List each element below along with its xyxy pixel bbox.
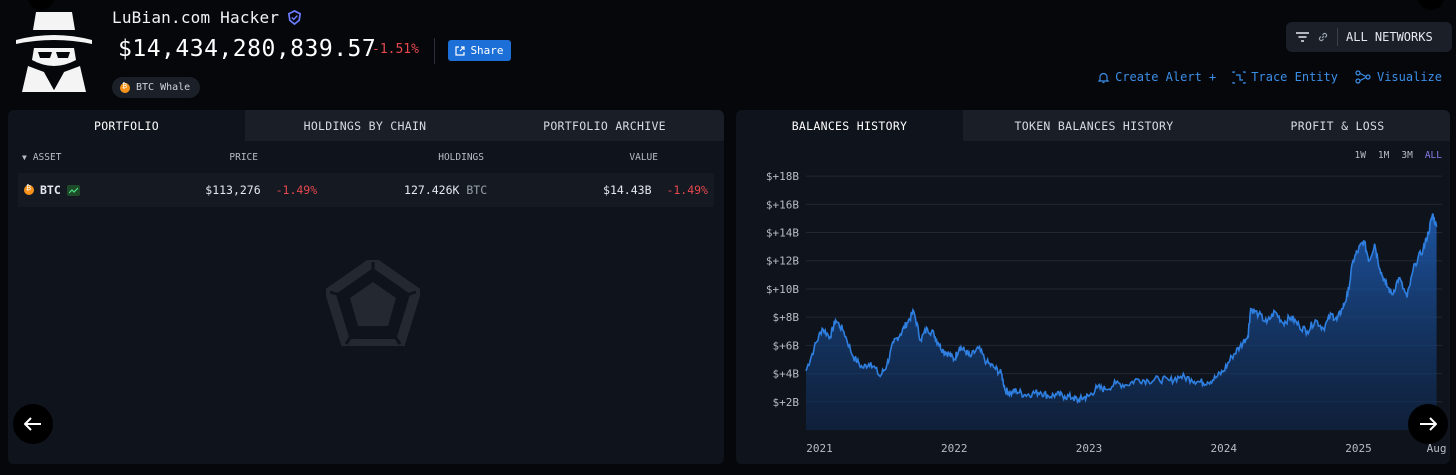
network-filter-button[interactable]: ALL NETWORKS (1286, 22, 1452, 52)
btc-icon (120, 82, 130, 93)
trace-icon (1232, 70, 1246, 84)
y-tick-label: $+4B (773, 368, 800, 381)
x-tick-label: 2025 (1345, 442, 1372, 455)
range-selector: 1W 1M 3M ALL (1354, 150, 1442, 161)
holdings-value: 127.426K (404, 183, 460, 197)
asset-cell: BTC (24, 183, 169, 197)
y-tick-label: $+6B (773, 339, 800, 352)
network-divider (1337, 28, 1338, 46)
value-change: -1.49% (666, 183, 708, 197)
entity-name-row: LuBian.com Hacker (112, 8, 302, 27)
tab-portfolio[interactable]: PORTFOLIO (8, 110, 245, 141)
btc-icon (24, 184, 34, 195)
share-button[interactable]: Share (448, 40, 511, 61)
y-tick-label: $+18B (766, 170, 799, 183)
balances-history-chart: $+2B $+4B $+6B $+8B $+10B $+12B $+14B $+16B $+18… (766, 170, 1447, 455)
holdings-cell: 127.426K BTC (317, 183, 487, 197)
trace-entity-button[interactable]: Trace Entity (1232, 70, 1338, 84)
balance-line (805, 213, 1438, 405)
x-tick-label: 2021 (806, 442, 833, 455)
visualize-button[interactable]: Visualize (1354, 70, 1442, 84)
y-tick-label: $+14B (766, 227, 799, 240)
y-tick-label: $+10B (766, 283, 799, 296)
link-icon (1318, 32, 1328, 42)
price-change: -1.49% (275, 183, 318, 197)
table-row[interactable]: BTC $113,276 -1.49% 127.426K BTC $14.43B… (18, 173, 714, 207)
portfolio-table-header: ▼ ASSET PRICE HOLDINGS VALUE (8, 141, 724, 173)
verified-badge-icon (288, 10, 302, 25)
value-column-header[interactable]: VALUE (629, 151, 658, 163)
trace-entity-label: Trace Entity (1251, 70, 1338, 84)
external-link-icon (455, 45, 466, 56)
holdings-unit: BTC (466, 183, 488, 197)
graph-nodes-icon (1355, 70, 1371, 84)
portfolio-panel: PORTFOLIO HOLDINGS BY CHAIN PORTFOLIO AR… (8, 110, 724, 464)
range-3m[interactable]: 3M (1401, 150, 1413, 161)
share-label: Share (470, 44, 504, 57)
bell-icon (1097, 72, 1110, 83)
arrow-left-icon (24, 417, 41, 431)
next-arrow-button[interactable] (1408, 404, 1448, 444)
price-cell: $113,276 -1.49% (169, 183, 318, 197)
balance-area (806, 214, 1437, 430)
tab-portfolio-archive[interactable]: PORTFOLIO ARCHIVE (485, 110, 724, 141)
y-tick-label: $+8B (773, 311, 800, 324)
tab-balances-history[interactable]: BALANCES HISTORY (736, 110, 963, 141)
sort-down-icon: ▼ (22, 152, 27, 162)
history-panel: BALANCES HISTORY TOKEN BALANCES HISTORY … (736, 110, 1450, 464)
holdings-column-header[interactable]: HOLDINGS (438, 151, 484, 163)
filter-icon (1296, 32, 1309, 42)
range-all[interactable]: ALL (1424, 150, 1442, 161)
asset-column-label: ASSET (32, 151, 62, 163)
arrow-right-icon (1420, 417, 1437, 431)
value-amount: $14.43B (603, 183, 652, 197)
next-profile-button[interactable] (1418, 0, 1444, 10)
network-label: ALL NETWORKS (1346, 30, 1433, 44)
range-1w[interactable]: 1W (1354, 150, 1366, 161)
price-column-header[interactable]: PRICE (229, 151, 258, 163)
asset-symbol: BTC (40, 183, 61, 197)
x-tick-label: 2022 (941, 442, 968, 455)
arkham-logo-watermark-icon (326, 260, 420, 346)
header-divider (434, 38, 435, 64)
balance-change: -1.51% (372, 42, 419, 57)
entity-name: LuBian.com Hacker (112, 8, 280, 27)
prev-profile-button[interactable] (28, 0, 54, 10)
asset-column-header[interactable]: ▼ ASSET (22, 152, 170, 163)
tab-holdings-by-chain[interactable]: HOLDINGS BY CHAIN (245, 110, 485, 141)
entity-tag[interactable]: BTC Whale (112, 77, 201, 98)
y-tick-label: $+2B (773, 396, 800, 409)
tab-profit-loss[interactable]: PROFIT & LOSS (1225, 110, 1450, 141)
entity-actions: Create Alert + Trace Entity Visualize (1097, 70, 1442, 84)
tab-token-balances-history[interactable]: TOKEN BALANCES HISTORY (963, 110, 1225, 141)
y-tick-label: $+12B (766, 255, 799, 268)
portfolio-tabs: PORTFOLIO HOLDINGS BY CHAIN PORTFOLIO AR… (8, 110, 724, 141)
x-tick-label: 2023 (1076, 442, 1103, 455)
entity-avatar-icon (14, 8, 94, 94)
create-alert-button[interactable]: Create Alert + (1097, 70, 1216, 84)
range-1m[interactable]: 1M (1377, 150, 1390, 161)
x-tick-label: Aug (1427, 442, 1447, 455)
tag-label: BTC Whale (136, 82, 191, 93)
history-tabs: BALANCES HISTORY TOKEN BALANCES HISTORY … (736, 110, 1450, 141)
create-alert-label: Create Alert + (1115, 70, 1217, 84)
value-cell: $14.43B -1.49% (487, 183, 708, 197)
price-value: $113,276 (205, 183, 261, 197)
visualize-label: Visualize (1376, 70, 1442, 84)
y-tick-label: $+16B (766, 198, 799, 211)
total-balance: $14,434,280,839.57 (118, 36, 377, 62)
trend-up-icon (66, 184, 80, 196)
x-tick-label: 2024 (1210, 442, 1237, 455)
prev-arrow-button[interactable] (13, 404, 53, 444)
